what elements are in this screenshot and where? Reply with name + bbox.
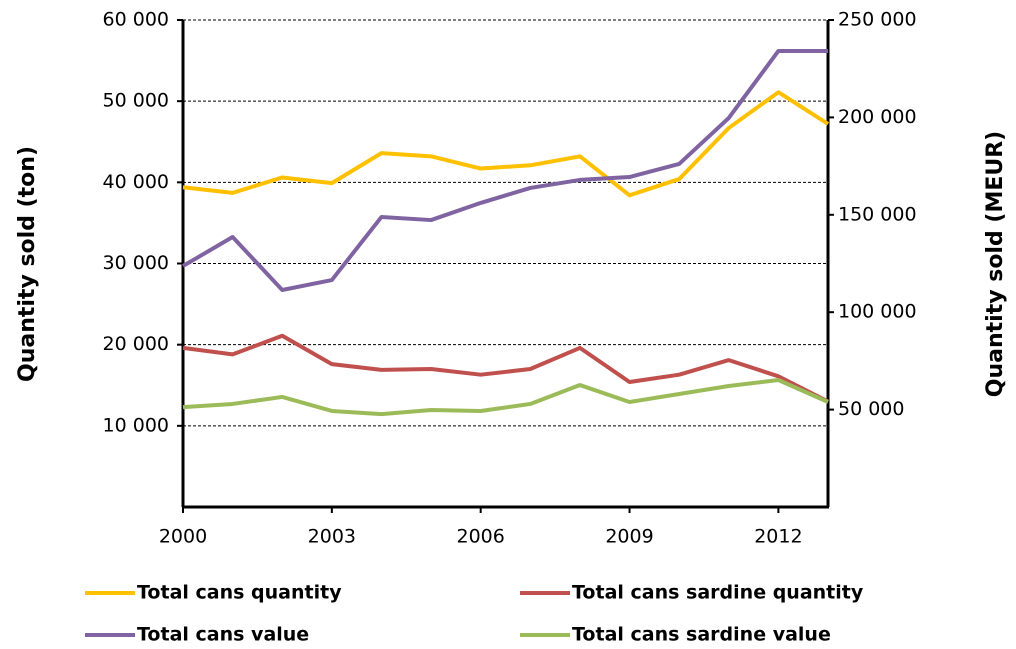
y-axis-label: Quantity sold (ton) — [15, 146, 40, 382]
legend-label: Total cans quantity — [137, 582, 342, 604]
series-line — [182, 90, 830, 198]
y2-axis-label: Quantity sold (MEUR) — [983, 131, 1008, 397]
x-tick-label: 2006 — [457, 526, 505, 548]
legend-label: Total cans value — [137, 624, 309, 646]
x-tick-label: 2009 — [605, 526, 653, 548]
series-line — [182, 333, 829, 404]
y-tick-label: 20 000 — [103, 333, 169, 355]
y2-tick-label: 100 000 — [838, 301, 917, 323]
y-tick-label: 30 000 — [103, 252, 169, 274]
y-tick-label: 40 000 — [103, 171, 169, 193]
x-tick-label: 2012 — [754, 526, 802, 548]
series-line — [182, 377, 829, 417]
y2-tick-label: 150 000 — [838, 203, 917, 225]
y2-tick-label: 200 000 — [838, 106, 917, 128]
x-tick-label: 2000 — [159, 526, 207, 548]
x-tick-label: 2003 — [308, 526, 356, 548]
y-tick-label: 10 000 — [103, 414, 169, 436]
y-tick-label: 60 000 — [103, 9, 169, 31]
series-line — [181, 48, 828, 292]
y2-tick-label: 50 000 — [838, 398, 904, 420]
y-tick-label: 50 000 — [103, 90, 169, 112]
legend-label: Total cans sardine quantity — [572, 582, 864, 604]
legend-label: Total cans sardine value — [572, 624, 831, 646]
y2-tick-label: 250 000 — [838, 9, 917, 31]
